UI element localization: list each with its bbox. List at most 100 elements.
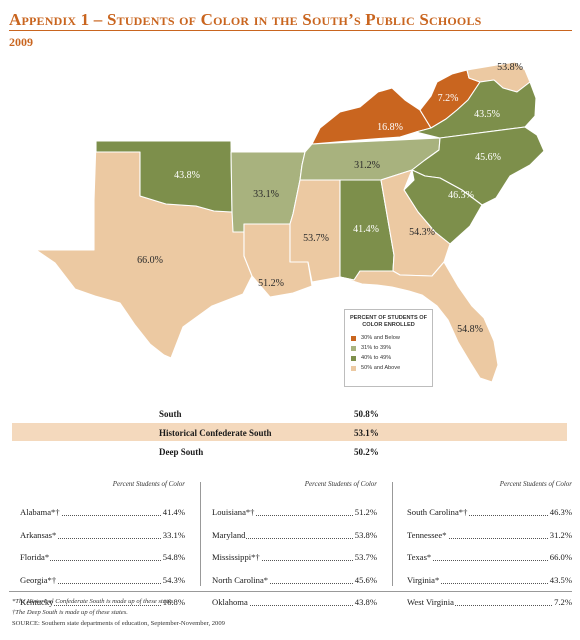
state-percent: 31.2% — [548, 529, 572, 540]
summary-row-south: South 50.8% — [12, 404, 567, 422]
state-percent: 16.8% — [161, 597, 185, 607]
column-divider — [200, 482, 201, 586]
legend-swatch — [351, 356, 356, 361]
legend-label: 50% and Above — [361, 365, 401, 371]
footnote-deep-south: †The Deep South is made up of these stat… — [12, 609, 128, 616]
state-georgia[interactable] — [380, 169, 451, 277]
table-row: Georgia*† 54.3% — [20, 574, 185, 598]
state-column-1: Percent Students of Color Alabama*† 41.4%… — [20, 480, 185, 620]
table-row: Tennessee* 31.2% — [407, 529, 572, 553]
leader-dots — [212, 575, 377, 584]
state-name: South Carolina*† — [407, 507, 469, 517]
state-value-label-maryland: 53.8% — [497, 62, 523, 73]
summary-row-confederate-south: Historical Confederate South 53.1% — [12, 423, 567, 441]
state-name: Kentucky — [20, 597, 55, 607]
state-percent: 66.0% — [548, 552, 572, 562]
state-name: Arkansas* — [20, 529, 58, 540]
legend-item: 40% to 49% — [351, 354, 432, 364]
summary-value: 50.8% — [354, 409, 379, 419]
summary-value: 50.2% — [354, 447, 379, 457]
column-divider — [392, 482, 393, 586]
table-row: Kentucky 16.8% — [20, 597, 185, 620]
state-name: Texas* — [407, 552, 433, 562]
leader-dots — [20, 507, 185, 516]
table-row: Virginia* 43.5% — [407, 574, 572, 598]
summary-label: South — [159, 409, 182, 419]
state-value-label-south-carolina: 46.3% — [448, 190, 474, 201]
table-row: Florida* 54.8% — [20, 552, 185, 575]
table-row: Maryland 53.8% — [212, 529, 377, 553]
table-row: Oklahoma 43.8% — [212, 597, 377, 620]
legend-title: PERCENT OF STUDENTS OF COLOR ENROLLED — [349, 315, 428, 328]
leader-dots — [212, 530, 377, 539]
state-name: Mississippi*† — [212, 552, 261, 562]
state-column-3: Percent Students of Color South Carolina… — [407, 480, 572, 620]
leader-dots — [407, 552, 572, 561]
state-percent: 45.6% — [353, 574, 377, 585]
footnote-source: SOURCE: Southern state departments of ed… — [12, 620, 225, 627]
legend-swatch — [351, 346, 356, 351]
state-percent: 54.8% — [161, 552, 185, 562]
state-value-label-north-carolina: 45.6% — [475, 152, 501, 163]
legend-item: 30% and Below — [351, 334, 432, 344]
column-header: Percent Students of Color — [304, 480, 377, 488]
map-legend: PERCENT OF STUDENTS OF COLOR ENROLLED 30… — [344, 309, 433, 387]
legend-item: 31% to 39% — [351, 344, 432, 354]
state-name: Maryland — [212, 529, 247, 540]
state-name: Oklahoma — [212, 597, 249, 607]
page-title: Appendix 1 – Students of Color in the So… — [9, 10, 482, 29]
state-name: Georgia*† — [20, 574, 58, 585]
state-value-label-oklahoma: 43.8% — [174, 170, 200, 181]
year-label: 2009 — [9, 35, 33, 49]
leader-dots — [212, 507, 377, 516]
legend-label: 31% to 39% — [361, 345, 392, 351]
leader-dots — [407, 597, 572, 606]
state-percent: 46.3% — [548, 507, 572, 517]
state-value-label-west-virginia: 7.2% — [438, 93, 459, 104]
leader-dots — [20, 597, 185, 606]
summary-label: Historical Confederate South — [159, 428, 272, 438]
summary-label: Deep South — [159, 447, 204, 457]
legend-label: 30% and Below — [361, 335, 400, 341]
state-south-carolina[interactable] — [403, 169, 483, 245]
leader-dots — [20, 530, 185, 539]
state-kentucky[interactable] — [311, 87, 432, 145]
state-name: Virginia* — [407, 574, 441, 585]
state-value-label-arkansas: 33.1% — [253, 189, 279, 200]
state-value-label-alabama: 41.4% — [353, 224, 379, 235]
state-name: Alabama*† — [20, 507, 61, 517]
state-value-label-mississippi: 53.7% — [303, 233, 329, 244]
state-percent: 51.2% — [353, 507, 377, 517]
legend-items: 30% and Below 31% to 39% 40% to 49% 50% and… — [345, 334, 432, 374]
footnote-confederate: *The Historical Confederate South is mad… — [12, 598, 175, 605]
state-name: West Virginia — [407, 597, 455, 607]
legend-item: 50% and Above — [351, 364, 432, 374]
state-percent: 53.8% — [353, 529, 377, 540]
leader-dots — [407, 507, 572, 516]
table-row: Arkansas* 33.1% — [20, 529, 185, 553]
legend-swatch — [351, 336, 356, 341]
state-name: Florida* — [20, 552, 51, 562]
column-header: Percent Students of Color — [499, 480, 572, 488]
leader-dots — [20, 575, 185, 584]
state-percent: 33.1% — [161, 529, 185, 540]
leader-dots — [212, 552, 377, 561]
leader-dots — [212, 597, 377, 606]
state-percent: 7.2% — [553, 597, 572, 607]
state-column-2: Percent Students of Color Louisiana*† 51.… — [212, 480, 377, 620]
table-row: Texas* 66.0% — [407, 552, 572, 575]
column-header: Percent Students of Color — [112, 480, 185, 488]
state-value-label-virginia: 43.5% — [474, 109, 500, 120]
legend-label: 40% to 49% — [361, 355, 392, 361]
state-florida[interactable] — [339, 261, 499, 383]
summary-value: 53.1% — [354, 428, 379, 438]
table-row: North Carolina* 45.6% — [212, 574, 377, 598]
southern-states-map: 66.0% 43.8% 33.1% 51.2% 53.7% 41.4% 54.3% 54.8%… — [35, 61, 545, 383]
table-row: South Carolina*† 46.3% — [407, 507, 572, 530]
footnote-divider — [9, 591, 572, 592]
state-name: Louisiana*† — [212, 507, 256, 517]
table-row: Alabama*† 41.4% — [20, 507, 185, 530]
state-name: North Carolina* — [212, 574, 270, 585]
table-row: Louisiana*† 51.2% — [212, 507, 377, 530]
summary-row-deep-south: Deep South 50.2% — [12, 442, 567, 460]
